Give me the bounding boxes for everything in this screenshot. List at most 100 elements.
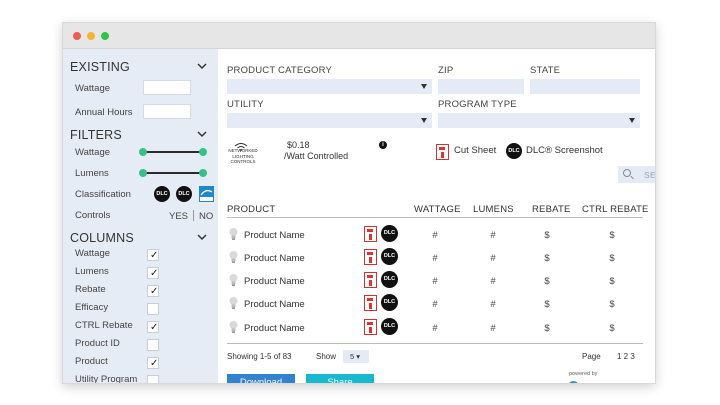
header-wattage[interactable]: WATTAGE xyxy=(414,204,461,215)
column-checkbox[interactable]: ✓ xyxy=(147,267,159,279)
product-name[interactable]: Product Name xyxy=(244,230,305,241)
wattage-range-slider[interactable] xyxy=(139,148,207,156)
checkmark-icon: ✓ xyxy=(150,286,159,297)
lumens-range-slider[interactable] xyxy=(139,169,207,177)
sidebar: EXISTING Wattage Annual Hours FILTERS Wa… xyxy=(63,49,218,384)
close-window-button[interactable] xyxy=(73,32,81,40)
chevron-down-icon[interactable] xyxy=(197,63,207,73)
column-checkbox[interactable]: ✓ xyxy=(147,321,159,333)
rebate-cell: $ xyxy=(544,230,550,241)
product-name[interactable]: Product Name xyxy=(244,276,305,287)
header-product[interactable]: PRODUCT xyxy=(227,204,276,215)
dlc-badge-icon[interactable]: DLC xyxy=(154,186,170,202)
column-checkbox[interactable] xyxy=(147,303,159,315)
pdf-icon[interactable] xyxy=(436,144,449,160)
table-row[interactable]: Product Name DLC # # $ $ xyxy=(218,317,655,339)
state-input[interactable] xyxy=(530,79,640,94)
light-bulb-icon xyxy=(229,273,238,286)
product-name[interactable]: Product Name xyxy=(244,323,305,334)
controls-label: Controls xyxy=(75,210,111,221)
dlc-badge-icon[interactable]: DLC xyxy=(381,248,398,265)
zip-input[interactable] xyxy=(438,79,524,94)
classification-label: Classification xyxy=(75,189,131,200)
header-divider xyxy=(227,217,643,218)
rebate-cell: $ xyxy=(544,323,550,334)
column-checkbox[interactable] xyxy=(147,375,159,383)
chevron-down-icon[interactable] xyxy=(197,234,207,244)
info-icon[interactable]: i xyxy=(379,141,387,149)
powered-by-label: powered by xyxy=(569,371,598,377)
header-ctrl-rebate[interactable]: CTRL REBATE xyxy=(582,204,649,215)
wattage-cell: # xyxy=(432,230,438,241)
filter-wattage-label: Wattage xyxy=(75,147,111,158)
table-row[interactable]: Product Name DLC # # $ $ xyxy=(218,247,655,269)
app-window: EXISTING Wattage Annual Hours FILTERS Wa… xyxy=(62,22,656,384)
dlc-badge-icon[interactable]: DLC xyxy=(381,294,398,311)
cut-sheet-link[interactable]: Cut Sheet xyxy=(454,145,497,156)
rebate-cell: $ xyxy=(544,299,550,310)
page-label: Page xyxy=(582,352,601,361)
column-checkbox[interactable]: ✓ xyxy=(147,357,159,369)
dlc-badge-icon[interactable]: DLC xyxy=(381,225,398,242)
price-unit: /Watt Controlled xyxy=(284,151,349,161)
pdf-icon[interactable] xyxy=(364,319,377,335)
existing-wattage-label: Wattage xyxy=(75,83,111,94)
pdf-icon[interactable] xyxy=(364,272,377,288)
light-bulb-icon xyxy=(229,227,238,240)
showing-count: Showing 1-5 of 83 xyxy=(227,352,292,361)
column-label: Utility Program xyxy=(75,374,138,384)
dlc-screenshot-link[interactable]: DLC® Screenshot xyxy=(526,145,603,156)
column-checkbox[interactable]: ✓ xyxy=(147,249,159,261)
dlc-badge-icon[interactable]: DLC xyxy=(381,318,398,335)
header-rebate[interactable]: REBATE xyxy=(532,204,571,215)
energy-star-icon[interactable] xyxy=(199,186,214,202)
main-panel: PRODUCT CATEGORY ZIP STATE UTILITY PROGR… xyxy=(218,49,655,383)
download-button[interactable]: Download xyxy=(227,374,295,383)
slider-max-handle[interactable] xyxy=(199,169,207,177)
checkmark-icon: ✓ xyxy=(150,250,159,261)
lumens-cell: # xyxy=(490,276,496,287)
pagination-links[interactable]: 1 2 3 xyxy=(617,352,635,361)
column-checkbox[interactable]: ✓ xyxy=(147,285,159,297)
header-lumens[interactable]: LUMENS xyxy=(473,204,514,215)
page-size-select[interactable]: 5 ▾ xyxy=(343,350,369,363)
table-row[interactable]: Product Name DLC # # $ $ xyxy=(218,293,655,315)
product-category-select[interactable] xyxy=(227,79,432,94)
light-bulb-icon xyxy=(229,320,238,333)
column-label: Wattage xyxy=(75,248,111,259)
product-name[interactable]: Product Name xyxy=(244,299,305,310)
table-row[interactable]: Product Name DLC # # $ $ xyxy=(218,270,655,292)
column-label: Lumens xyxy=(75,266,109,277)
controls-yes[interactable]: YES xyxy=(169,211,189,222)
controls-no[interactable]: NO xyxy=(199,211,214,222)
chevron-down-icon[interactable] xyxy=(197,131,207,141)
slider-min-handle[interactable] xyxy=(139,169,147,177)
column-label: Rebate xyxy=(75,284,106,295)
annual-hours-input[interactable] xyxy=(143,104,191,119)
table-row[interactable]: Product Name DLC # # $ $ xyxy=(218,224,655,246)
utility-select[interactable] xyxy=(227,113,432,128)
ctrl-rebate-cell: $ xyxy=(609,299,615,310)
search-box[interactable]: SEARCH xyxy=(618,166,655,183)
networked-lighting-controls-label: NETWORKED LIGHTING CONTROLS xyxy=(228,148,258,164)
title-bar xyxy=(63,23,655,49)
product-name[interactable]: Product Name xyxy=(244,253,305,264)
pdf-icon[interactable] xyxy=(364,226,377,242)
dlc-premium-badge-icon[interactable]: DLC xyxy=(176,186,192,202)
existing-wattage-input[interactable] xyxy=(143,80,191,95)
column-checkbox[interactable] xyxy=(147,339,159,351)
wattage-cell: # xyxy=(432,323,438,334)
slider-max-handle[interactable] xyxy=(199,148,207,156)
annual-hours-label: Annual Hours xyxy=(75,107,133,118)
dlc-badge-icon[interactable]: DLC xyxy=(381,271,398,288)
program-type-select[interactable] xyxy=(438,113,640,128)
columns-heading: COLUMNS xyxy=(70,231,134,245)
share-button[interactable]: Share xyxy=(306,374,374,383)
dlc-badge-icon[interactable]: DLC xyxy=(506,143,522,159)
maximize-window-button[interactable] xyxy=(101,32,109,40)
minimize-window-button[interactable] xyxy=(87,32,95,40)
slider-min-handle[interactable] xyxy=(139,148,147,156)
controls-toggle: YES NO xyxy=(169,210,213,222)
pdf-icon[interactable] xyxy=(364,249,377,265)
pdf-icon[interactable] xyxy=(364,295,377,311)
